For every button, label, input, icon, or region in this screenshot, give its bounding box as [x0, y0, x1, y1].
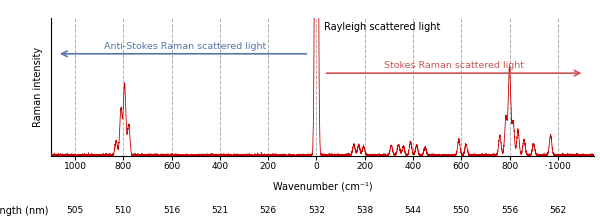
- Text: 505: 505: [67, 206, 84, 215]
- Text: 562: 562: [549, 206, 566, 215]
- Text: Wavelength (nm): Wavelength (nm): [0, 206, 48, 216]
- Text: Wavenumber (cm⁻¹): Wavenumber (cm⁻¹): [272, 182, 373, 192]
- Text: 526: 526: [260, 206, 277, 215]
- Text: Anti-Stokes Raman scattered light: Anti-Stokes Raman scattered light: [104, 42, 266, 51]
- Text: 516: 516: [163, 206, 180, 215]
- Text: 521: 521: [211, 206, 229, 215]
- Text: 532: 532: [308, 206, 325, 215]
- Text: 556: 556: [501, 206, 518, 215]
- Text: 550: 550: [452, 206, 470, 215]
- Text: 538: 538: [356, 206, 373, 215]
- Text: Rayleigh scattered light: Rayleigh scattered light: [324, 22, 440, 32]
- Text: 544: 544: [404, 206, 421, 215]
- Text: Stokes Raman scattered light: Stokes Raman scattered light: [384, 61, 524, 70]
- Y-axis label: Raman intensity: Raman intensity: [34, 47, 43, 127]
- Text: 510: 510: [115, 206, 132, 215]
